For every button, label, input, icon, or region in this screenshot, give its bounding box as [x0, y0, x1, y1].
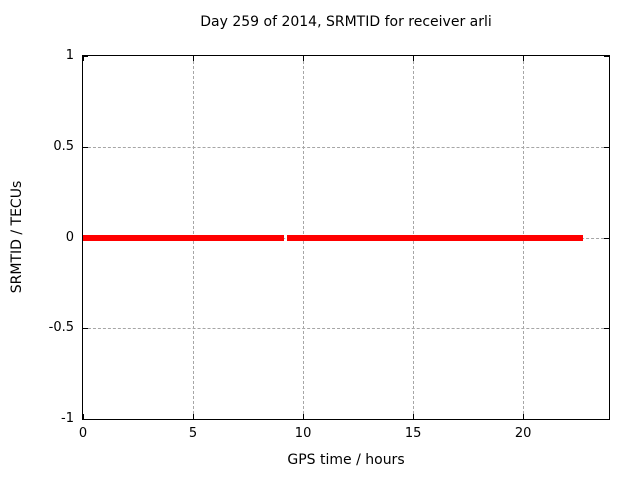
y-tick-mark [604, 146, 609, 148]
y-gridline [83, 146, 609, 148]
x-tick-label: 0 [78, 426, 88, 441]
y-tick-mark [604, 56, 609, 57]
y-gridline [83, 328, 609, 330]
plot-area: 0 5 10 15 20 1 0.5 0 -0.5 -1 [49, 48, 610, 441]
data-series-segment [287, 234, 583, 241]
y-axis-label: SRMTID / TECUs [9, 180, 25, 294]
x-axis-label: GPS time / hours [287, 452, 405, 468]
y-tick-label: -0.5 [48, 320, 74, 335]
y-tick-mark [83, 56, 88, 57]
y-tick-mark [604, 328, 609, 330]
x-tick-label: 10 [294, 426, 312, 441]
x-tick-mark [523, 56, 525, 61]
x-tick-mark [303, 56, 305, 61]
x-tick-mark [193, 56, 195, 61]
x-tick-mark [523, 414, 525, 419]
y-tick-mark [83, 419, 88, 420]
y-tick-label: 0 [65, 229, 74, 245]
chart-title: Day 259 of 2014, SRMTID for receiver arl… [200, 14, 492, 30]
y-tick-mark [604, 419, 609, 420]
data-series-segment [83, 234, 285, 241]
y-tick-mark [83, 328, 88, 330]
x-tick-mark [413, 414, 415, 419]
x-tick-mark [413, 56, 415, 61]
x-tick-mark [193, 414, 195, 419]
x-tick-label: 5 [188, 426, 198, 441]
x-tick-mark [83, 56, 84, 61]
y-tick-label: 1 [65, 47, 74, 63]
x-tick-label: 15 [404, 426, 422, 441]
x-tick-mark [303, 414, 305, 419]
y-tick-label: -1 [61, 410, 74, 426]
y-tick-mark [83, 146, 88, 148]
x-tick-mark [83, 414, 84, 419]
y-tick-mark [604, 237, 609, 239]
x-tick-label: 20 [514, 426, 532, 441]
y-tick-label: 0.5 [53, 138, 74, 154]
